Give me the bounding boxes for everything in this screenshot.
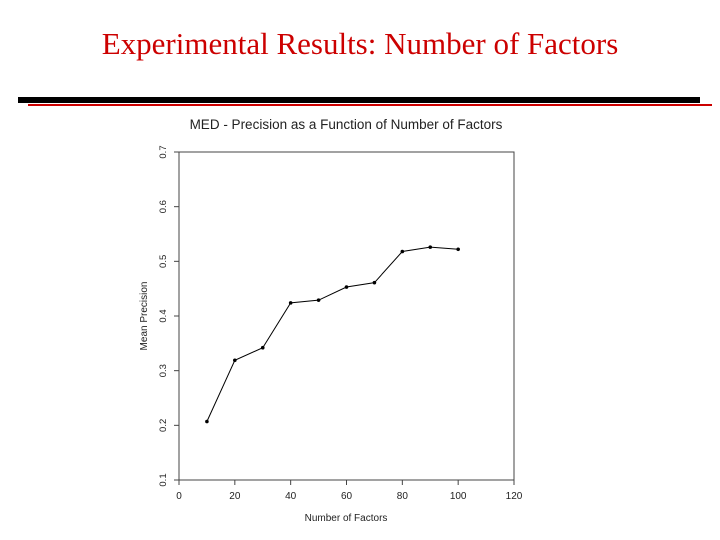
x-tick-label: 100 [450, 491, 467, 502]
data-point [260, 345, 265, 350]
y-tick-label: 0.4 [158, 309, 169, 322]
data-point [288, 301, 293, 305]
data-point [372, 280, 377, 285]
data-point [233, 358, 237, 363]
x-tick-label: 120 [506, 491, 523, 502]
y-tick-label: 0.6 [158, 200, 169, 213]
y-tick-label: 0.3 [158, 364, 169, 377]
x-tick-label: 20 [229, 491, 241, 502]
x-axis: 0 20 40 60 80 100 120 [176, 480, 523, 502]
series-mean-precision [205, 245, 460, 424]
data-point [428, 245, 433, 249]
x-tick-label: 60 [341, 491, 353, 502]
data-point [344, 285, 349, 289]
y-tick-label: 0.1 [158, 473, 169, 486]
slide-title: Experimental Results: Number of Factors [101, 26, 619, 61]
y-axis-label: Mean Precision [139, 282, 150, 351]
title-underline-red [28, 104, 712, 106]
y-tick-label: 0.2 [158, 419, 169, 432]
x-tick-label: 0 [176, 491, 182, 502]
y-tick-label: 0.5 [158, 255, 169, 268]
x-tick-label: 40 [285, 491, 297, 502]
data-point [400, 249, 405, 254]
data-point [205, 419, 209, 424]
y-tick-label: 0.7 [158, 145, 169, 158]
plot-frame [178, 151, 515, 481]
chart-title: MED - Precision as a Function of Number … [190, 117, 503, 132]
x-tick-label: 80 [397, 491, 409, 502]
y-axis: 0.1 0.2 0.3 0.4 0.5 0.6 0.7 [158, 145, 179, 487]
series-line [206, 246, 459, 422]
data-point [456, 247, 460, 252]
data-point [316, 298, 321, 302]
title-underline-black [18, 97, 700, 103]
x-axis-label: Number of Factors [305, 513, 388, 524]
